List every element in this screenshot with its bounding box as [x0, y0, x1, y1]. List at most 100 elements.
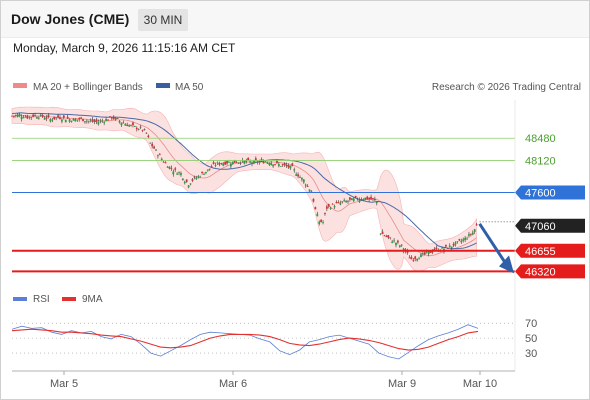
candle — [279, 165, 282, 167]
candle — [243, 160, 246, 165]
candle — [387, 234, 390, 240]
bollinger-legend-label: MA 20 + Bollinger Bands — [33, 82, 143, 93]
candle — [51, 118, 54, 123]
candle-body — [228, 161, 230, 163]
candle — [87, 120, 90, 124]
candle — [335, 200, 338, 204]
candle — [197, 174, 200, 179]
candle — [155, 148, 157, 152]
candle-body — [135, 127, 138, 130]
levels-layer: 48480 48120 47600 46655 46320 47060 — [12, 133, 585, 279]
candle-body — [66, 116, 69, 119]
candle — [229, 161, 232, 169]
candle — [214, 162, 217, 168]
copyright-text: Research © 2026 Trading Central — [432, 82, 581, 93]
candle — [97, 119, 100, 126]
candle — [128, 124, 131, 127]
candle-body — [97, 121, 100, 125]
candle — [126, 122, 129, 127]
candle — [193, 175, 196, 180]
candle — [266, 161, 269, 164]
candle — [89, 118, 92, 123]
candle-body — [335, 201, 338, 204]
candle — [226, 160, 228, 166]
timeframe-button[interactable]: 30 MIN — [138, 9, 188, 31]
candle — [468, 231, 470, 238]
candle-body — [30, 116, 33, 118]
candle — [178, 171, 180, 176]
candle — [471, 230, 474, 236]
candle — [68, 118, 71, 123]
level-tag-bg — [515, 243, 585, 258]
candle — [141, 129, 144, 133]
candle — [13, 115, 15, 119]
candle-body — [283, 163, 286, 166]
candle — [82, 118, 84, 122]
candle — [99, 118, 102, 124]
candle — [120, 122, 123, 127]
candle-body — [220, 163, 223, 164]
last-price-text: 47060 — [525, 221, 556, 233]
candle-body — [445, 244, 447, 247]
candle — [306, 184, 309, 187]
candle — [318, 220, 321, 226]
candle — [364, 197, 367, 201]
candle-body — [28, 116, 31, 118]
candle-body — [13, 115, 15, 117]
candle — [268, 162, 271, 167]
candle-body — [85, 120, 88, 122]
candle-body — [375, 201, 378, 204]
candle-body — [441, 247, 443, 249]
rsi-tick-30: 30 — [525, 348, 537, 360]
candle-body — [212, 162, 215, 164]
candle — [466, 236, 468, 240]
candle-body — [368, 197, 371, 200]
candle — [341, 201, 344, 204]
candle — [93, 118, 96, 125]
candle-body — [289, 165, 292, 169]
candle-body — [408, 257, 411, 259]
candle-body — [130, 125, 132, 126]
candle — [301, 177, 303, 182]
candle-body — [460, 240, 463, 243]
candle — [91, 116, 94, 123]
candle-body — [418, 258, 420, 260]
candle — [122, 120, 125, 124]
candle-body — [93, 120, 96, 122]
candle-body — [61, 119, 63, 122]
candle-body — [139, 126, 142, 128]
candle-body — [195, 177, 198, 180]
level-tag-text: 46655 — [525, 246, 556, 258]
level-tag-text: 47600 — [525, 188, 556, 200]
candle-body — [268, 162, 271, 165]
candle-body — [91, 119, 94, 122]
rsi-line — [11, 324, 479, 360]
candle — [220, 162, 223, 165]
rsi-ma-line — [11, 328, 479, 351]
candle-body — [197, 176, 200, 177]
candle — [291, 162, 294, 167]
candle — [105, 117, 107, 122]
candle — [22, 115, 25, 119]
candle — [379, 233, 382, 236]
candle — [110, 116, 113, 121]
candle-body — [34, 115, 36, 116]
timestamp: Monday, March 9, 2026 11:15:16 AM CET — [13, 41, 236, 55]
candle — [324, 212, 326, 216]
candle — [158, 152, 161, 156]
candle-body — [109, 116, 111, 118]
candle — [210, 164, 213, 168]
candle — [308, 189, 311, 193]
candle-body — [364, 197, 367, 200]
candle — [57, 113, 59, 119]
last-price-tag: 47060 — [515, 218, 585, 233]
x-tick-label: Mar 5 — [50, 378, 78, 390]
candle — [153, 145, 155, 149]
candle — [181, 178, 184, 181]
level-tag-bg — [515, 264, 585, 279]
candle-body — [343, 200, 346, 202]
candle — [11, 115, 13, 117]
candle-body — [383, 235, 386, 237]
candle-body — [356, 198, 359, 200]
ma20-line — [11, 115, 477, 257]
